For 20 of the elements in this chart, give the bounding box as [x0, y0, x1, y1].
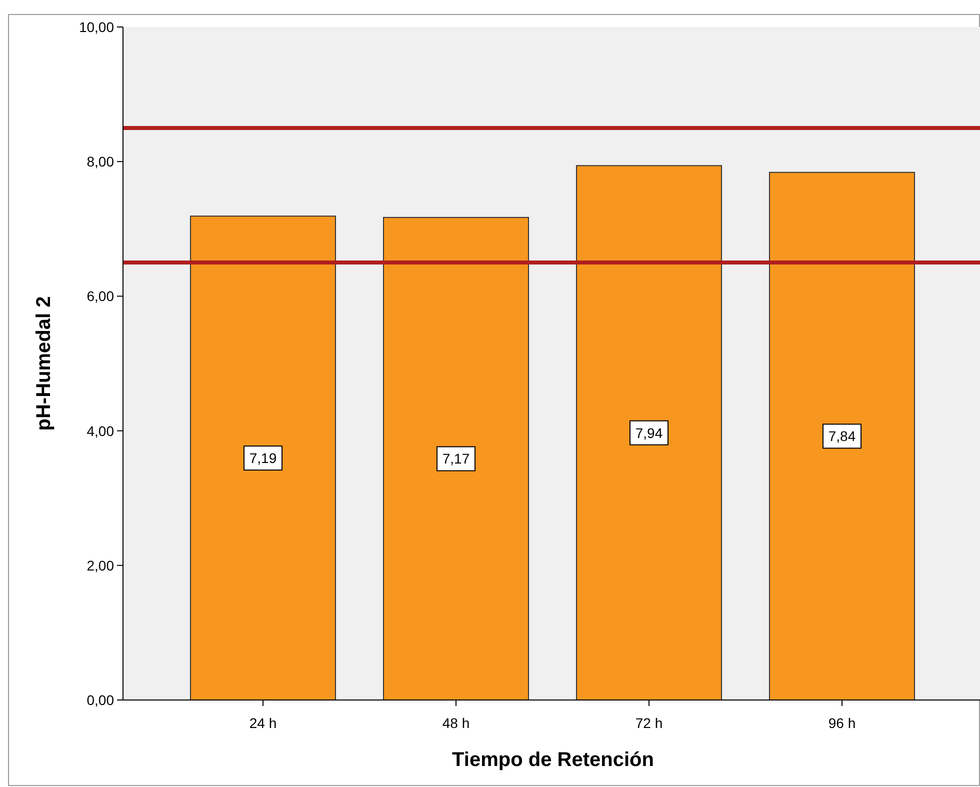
y-tick-label: 4,00	[86, 422, 114, 439]
x-tick-label: 24 h	[249, 715, 277, 731]
bar	[190, 216, 336, 700]
y-axis-title: pH-Humedal 2	[33, 296, 55, 431]
bar	[383, 216, 529, 700]
bar	[769, 172, 915, 700]
data-label: 7,19	[249, 450, 277, 466]
x-tick-label: 96 h	[828, 715, 856, 731]
data-label: 7,17	[442, 450, 470, 467]
x-tick-label: 48 h	[442, 715, 470, 731]
bar	[576, 165, 722, 700]
y-tick-label: 8,00	[86, 154, 114, 170]
y-tick-label: 10,00	[78, 19, 114, 35]
y-tick-label: 6,00	[86, 288, 114, 304]
y-tick-label: 2,00	[86, 557, 114, 574]
y-tick-label: 0,00	[86, 692, 114, 708]
x-axis-title: Tiempo de Retención	[452, 749, 654, 771]
data-label: 7,84	[828, 428, 856, 444]
data-label: 7,94	[635, 424, 663, 441]
x-tick-label: 72 h	[635, 715, 663, 731]
